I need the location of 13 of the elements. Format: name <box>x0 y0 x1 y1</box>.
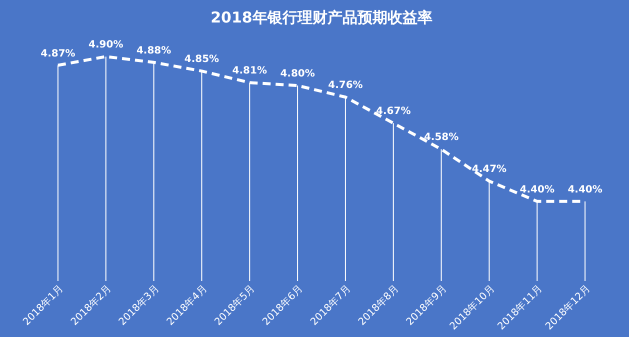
data-label: 4.90% <box>88 40 124 51</box>
data-label: 4.88% <box>136 45 172 56</box>
data-label: 4.80% <box>280 68 315 80</box>
data-label: 4.67% <box>376 106 411 118</box>
chart-title: 2018年银行理财产品预期收益率 <box>210 8 432 27</box>
data-label: 4.40% <box>568 184 602 196</box>
data-label: 4.87% <box>40 48 76 60</box>
data-label: 4.40% <box>520 184 554 196</box>
data-label: 4.76% <box>328 80 363 92</box>
data-label: 4.47% <box>472 164 507 176</box>
data-label: 4.81% <box>232 66 267 77</box>
data-label: 4.85% <box>184 54 220 66</box>
data-label: 4.58% <box>424 132 459 144</box>
